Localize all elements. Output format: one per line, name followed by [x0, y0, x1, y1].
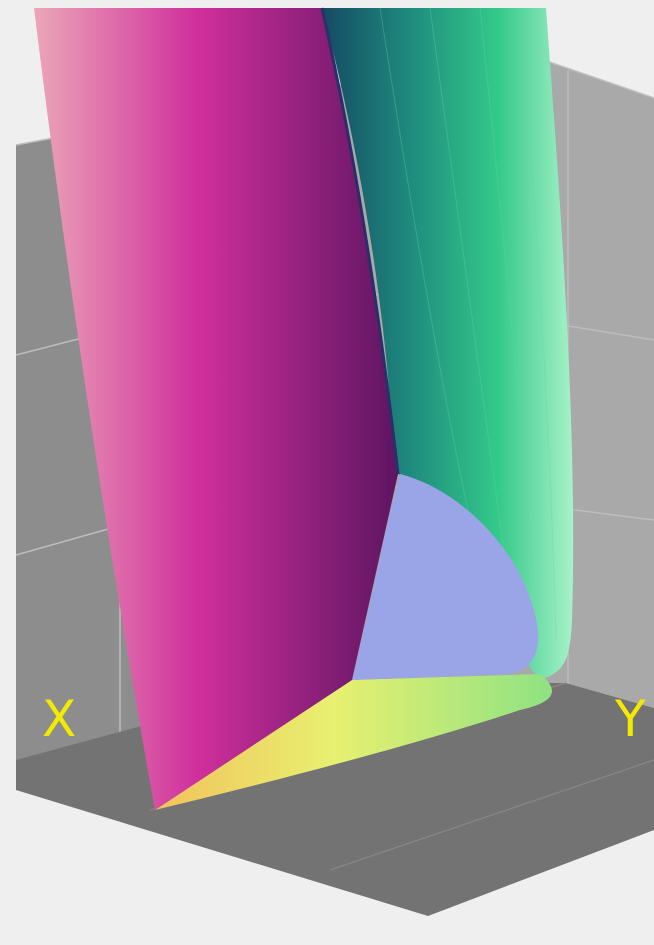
- surface-yellow-fan: [155, 674, 552, 810]
- y-axis-label: Y: [614, 690, 646, 748]
- x-axis-label: X: [42, 690, 76, 748]
- surface-magenta-sheet: [34, 8, 398, 810]
- surface-green-sheet: [322, 8, 574, 680]
- surface-blue-cap: [352, 474, 539, 680]
- sheet-edge: [320, 7, 400, 475]
